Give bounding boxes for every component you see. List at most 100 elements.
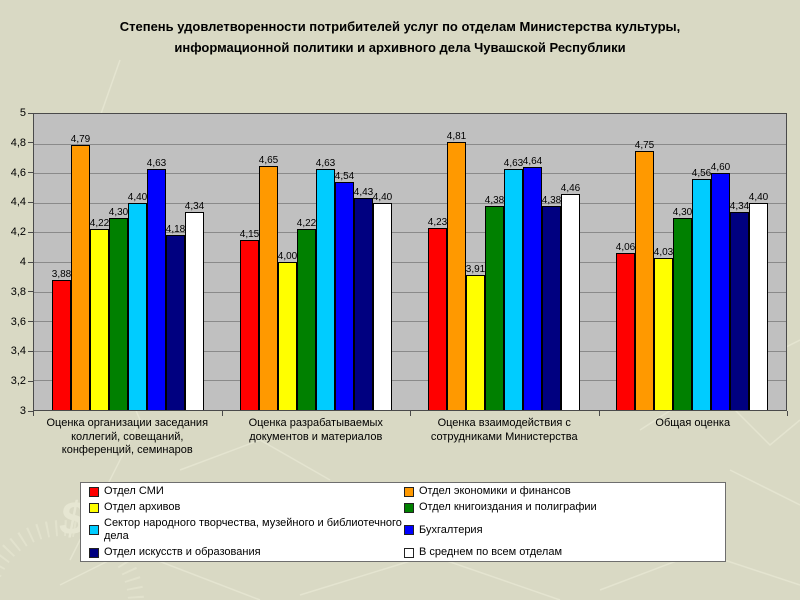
legend-color-marker bbox=[89, 547, 99, 558]
legend-label: Бухгалтерия bbox=[419, 523, 483, 536]
bar-value-label: 3,88 bbox=[51, 268, 72, 280]
bar: 4,22 bbox=[90, 218, 109, 410]
gridline bbox=[34, 143, 786, 145]
legend-label: Отдел архивов bbox=[104, 501, 181, 513]
y-axis-tick-label: 3,4 bbox=[10, 345, 26, 358]
bar: 4,63 bbox=[316, 158, 335, 410]
legend-item: Отдел СМИ bbox=[89, 485, 404, 498]
bar-value-label: 4,18 bbox=[165, 224, 186, 236]
chart-title: Степень удовлетворенности потрибителей у… bbox=[40, 16, 760, 58]
y-axis-tick-label: 4,4 bbox=[10, 196, 26, 209]
gridline bbox=[34, 321, 786, 323]
bar-value-label: 4,81 bbox=[446, 131, 467, 143]
bar-value-label: 3,91 bbox=[465, 264, 486, 276]
bar: 4,40 bbox=[749, 192, 768, 410]
bar: 4,64 bbox=[523, 156, 542, 410]
y-axis-tick-mark bbox=[28, 410, 33, 412]
chart-title-line-1: Степень удовлетворенности потрибителей у… bbox=[119, 19, 681, 34]
bar-value-label: 4,54 bbox=[334, 171, 355, 183]
bar: 4,60 bbox=[711, 162, 730, 410]
y-axis-labels: 5 4,8 4,6 4,4 4,2 4 3,8 3,6 3,4 3,2 3 bbox=[0, 107, 27, 417]
bar-value-label: 4,22 bbox=[296, 218, 317, 230]
y-axis-tick-label: 3,2 bbox=[10, 375, 26, 388]
bar: 4,40 bbox=[128, 192, 147, 410]
legend-label: Отдел экономики и финансов bbox=[419, 485, 571, 497]
bar-value-label: 4,00 bbox=[277, 251, 298, 262]
bar: 4,63 bbox=[504, 158, 523, 410]
y-axis-tick-label: 4,6 bbox=[10, 166, 26, 179]
bar: 4,23 bbox=[428, 217, 447, 410]
bar-value-label: 4,06 bbox=[615, 242, 636, 254]
bar-value-label: 4,30 bbox=[108, 206, 129, 218]
bar: 4,38 bbox=[485, 195, 504, 410]
x-axis-tick-mark bbox=[787, 411, 788, 416]
y-axis-tick-label: 3,8 bbox=[10, 285, 26, 298]
y-axis-tick-mark bbox=[28, 321, 33, 323]
y-axis-tick-mark bbox=[28, 231, 33, 233]
gridline bbox=[34, 173, 786, 175]
bar-group: 3,88 4,79 4,22 4,30 4,40 4,63 4,18 4,34 bbox=[34, 114, 222, 410]
bar: 4,06 bbox=[616, 242, 635, 410]
bar-value-label: 4,03 bbox=[653, 246, 674, 258]
bar-group: 4,15 4,65 4,00 4,22 4,63 4,54 4,43 4,40 bbox=[222, 114, 410, 410]
legend-item: Бухгалтерия bbox=[404, 517, 719, 543]
bar: 4,54 bbox=[335, 171, 354, 410]
category-label: Оценка взаимодействия с сотрудниками Мин… bbox=[430, 417, 578, 443]
legend-color-marker bbox=[404, 547, 414, 558]
y-axis-tick-mark bbox=[28, 112, 33, 114]
bar-group: 4,06 4,75 4,03 4,30 4,56 4,60 4,34 4,40 bbox=[598, 114, 786, 410]
y-axis-tick-label: 4 bbox=[19, 256, 26, 268]
y-axis-tick-mark bbox=[28, 261, 33, 263]
bar-value-label: 4,63 bbox=[315, 157, 336, 169]
bar: 4,30 bbox=[109, 207, 128, 410]
y-axis-tick-mark bbox=[28, 142, 33, 144]
bar: 4,65 bbox=[259, 155, 278, 410]
bar-value-label: 4,40 bbox=[748, 191, 769, 203]
x-axis-tick-mark bbox=[410, 411, 411, 416]
legend-label: Отдел искусств и образования bbox=[104, 546, 261, 558]
legend-item: Отдел искусств и образования bbox=[89, 546, 404, 559]
bar: 4,56 bbox=[692, 168, 711, 410]
legend-color-marker bbox=[404, 502, 414, 513]
bar: 3,88 bbox=[52, 269, 71, 410]
bar-value-label: 4,34 bbox=[184, 200, 205, 212]
bar-value-label: 4,63 bbox=[503, 157, 524, 169]
bar-value-label: 4,75 bbox=[634, 140, 655, 151]
legend-item: Отдел книгоиздания и полиграфии bbox=[404, 501, 719, 514]
bar-value-label: 4,65 bbox=[258, 154, 279, 166]
bar: 4,46 bbox=[561, 183, 580, 410]
bar-value-label: 4,63 bbox=[146, 157, 167, 169]
y-axis-tick-mark bbox=[28, 380, 33, 382]
y-axis-tick-label: 4,2 bbox=[10, 226, 26, 239]
plot-area: 3,88 4,79 4,22 4,30 4,40 4,63 4,18 4,34 4,15 4,65… bbox=[33, 113, 787, 411]
y-axis-tick-mark bbox=[28, 350, 33, 352]
bar: 4,75 bbox=[635, 140, 654, 410]
bar-value-label: 4,43 bbox=[353, 187, 374, 199]
bar: 3,91 bbox=[466, 264, 485, 410]
bar: 4,79 bbox=[71, 134, 90, 410]
bar-value-label: 4,79 bbox=[70, 134, 91, 146]
bar-value-label: 4,22 bbox=[89, 218, 110, 230]
legend-item: Сектор народного творчества, музейного и… bbox=[89, 517, 404, 543]
legend-label: Отдел книгоиздания и полиграфии bbox=[419, 501, 597, 513]
bar: 4,30 bbox=[673, 207, 692, 410]
legend-item: Отдел архивов bbox=[89, 501, 404, 514]
bar: 4,22 bbox=[297, 218, 316, 410]
bar-value-label: 4,30 bbox=[672, 206, 693, 218]
y-axis-ticks bbox=[28, 112, 33, 412]
bar-value-label: 4,40 bbox=[127, 191, 148, 203]
legend-item: Отдел экономики и финансов bbox=[404, 485, 719, 498]
bar: 4,03 bbox=[654, 247, 673, 410]
bar: 4,63 bbox=[147, 158, 166, 410]
y-axis-tick-label: 3,6 bbox=[10, 315, 26, 328]
bar-value-label: 4,60 bbox=[710, 162, 731, 174]
bar-value-label: 4,38 bbox=[541, 194, 562, 206]
bar: 4,34 bbox=[730, 201, 749, 410]
legend-label: Отдел СМИ bbox=[104, 485, 164, 497]
legend-color-marker bbox=[89, 502, 99, 513]
bar: 4,43 bbox=[354, 187, 373, 410]
bar-value-label: 4,40 bbox=[372, 191, 393, 203]
legend: Отдел СМИ Отдел экономики и финансов Отдел… bbox=[80, 482, 726, 562]
bar: 4,34 bbox=[185, 201, 204, 410]
